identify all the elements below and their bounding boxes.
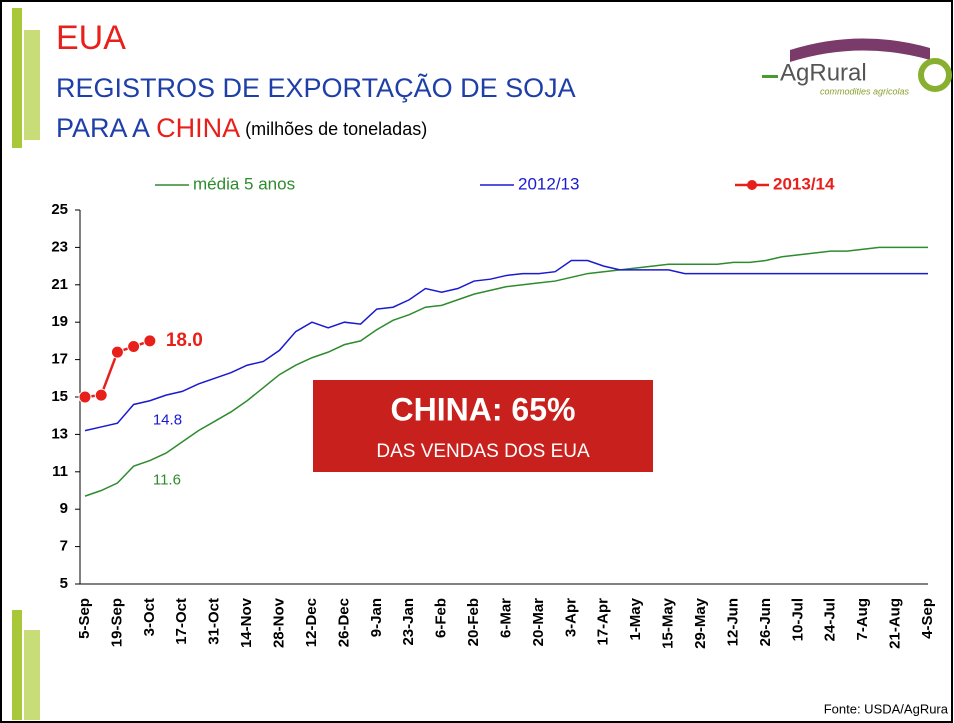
source: Fonte: USDA/AgRura [824, 701, 949, 716]
y-tick-label: 11 [52, 463, 68, 480]
x-tick-label: 15-May [660, 597, 677, 649]
annotation-box [313, 380, 653, 472]
x-tick-label: 23-Jan [400, 598, 417, 646]
logo-dash [762, 75, 778, 78]
annotation-subtitle: DAS VENDAS DOS EUA [376, 441, 590, 462]
y-tick-label: 23 [51, 238, 68, 255]
series-marker [127, 340, 141, 354]
series-line [84, 259, 928, 432]
legend-label: média 5 anos [193, 174, 295, 193]
x-tick-label: 1-May [627, 597, 644, 640]
x-tick-label: 6-Feb [433, 598, 450, 638]
title-line: REGISTROS DE EXPORTAÇÃO DE SOJA [56, 72, 576, 103]
x-tick-label: 21-Aug [887, 598, 904, 649]
data-label: 14.8 [153, 412, 182, 429]
x-tick-label: 20-Mar [530, 598, 547, 647]
x-tick-label: 4-Sep [919, 598, 936, 639]
title-line: EUA [56, 19, 126, 57]
title-part: PARA A [56, 113, 156, 143]
legend-label: 2013/14 [773, 174, 835, 193]
data-label: 18.0 [166, 330, 203, 351]
decor-bar [24, 30, 40, 140]
x-tick-label: 3-Oct [141, 598, 158, 636]
series-marker [143, 334, 157, 348]
logo-swoosh [790, 38, 930, 62]
title-part: (milhões de toneladas) [240, 119, 427, 139]
x-tick-label: 26-Dec [335, 598, 352, 647]
decor-bar [12, 610, 22, 720]
title-line: PARA A CHINA (milhões de toneladas) [56, 113, 427, 143]
data-label: 11.6 [153, 472, 181, 489]
x-tick-label: 31-Oct [206, 598, 223, 645]
decor-bar [24, 630, 40, 720]
y-tick-label: 17 [51, 351, 68, 368]
series-marker [110, 345, 124, 359]
y-tick-label: 9 [60, 500, 68, 517]
annotation-title: CHINA: 65% [391, 391, 576, 427]
logo-circle [918, 58, 952, 92]
legend-label: 2012/13 [518, 174, 579, 193]
x-tick-label: 12-Dec [303, 598, 320, 647]
y-tick-label: 5 [60, 575, 68, 592]
y-tick-label: 25 [51, 201, 68, 218]
x-tick-label: 3-Apr [562, 598, 579, 637]
x-tick-label: 12-Jun [724, 598, 741, 646]
x-tick-label: 5-Sep [76, 598, 93, 639]
logo-text: AgRural [780, 59, 867, 86]
x-tick-label: 20-Feb [465, 598, 482, 646]
x-tick-label: 6-Mar [497, 598, 514, 638]
x-tick-label: 19-Sep [108, 598, 125, 647]
series-marker [94, 388, 108, 402]
y-tick-label: 7 [60, 538, 68, 555]
title-part: CHINA [156, 113, 240, 143]
x-tick-label: 17-Oct [173, 598, 190, 645]
x-tick-label: 10-Jul [789, 598, 806, 641]
logo-tagline: commodities agricolas [820, 86, 910, 96]
series-marker [78, 390, 92, 404]
x-tick-label: 14-Nov [238, 597, 255, 648]
series-line [84, 246, 928, 497]
y-tick-label: 19 [51, 313, 68, 330]
decor-bar [12, 8, 22, 148]
x-tick-label: 17-Apr [595, 598, 612, 646]
y-tick-label: 15 [51, 388, 68, 405]
x-tick-label: 29-May [692, 597, 709, 649]
legend-marker [747, 180, 757, 190]
x-tick-label: 7-Aug [854, 598, 871, 641]
x-tick-label: 28-Nov [271, 597, 288, 648]
x-tick-label: 9-Jan [368, 598, 385, 637]
x-tick-label: 24-Jul [822, 598, 839, 641]
y-tick-label: 21 [51, 276, 68, 293]
y-tick-label: 13 [51, 425, 68, 442]
x-tick-label: 26-Jun [757, 598, 774, 646]
